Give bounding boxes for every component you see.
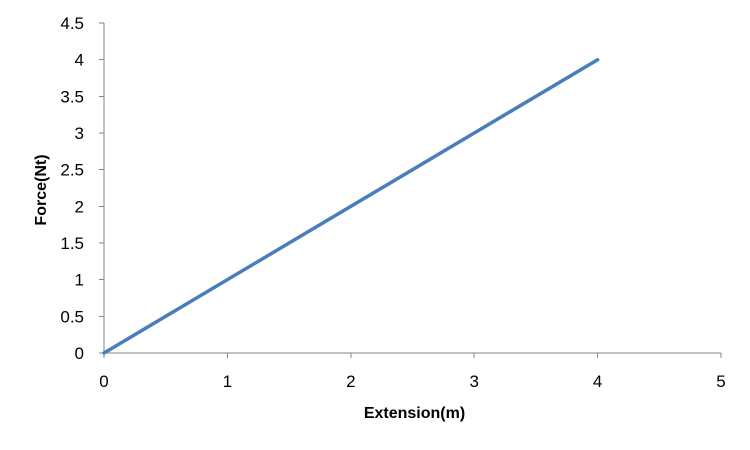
y-axis-title: Force(Nt) — [33, 154, 50, 225]
x-tick-label: 3 — [469, 372, 478, 391]
x-tick-label: 5 — [716, 372, 725, 391]
y-tick-label: 3 — [75, 124, 84, 143]
series-line-0 — [102, 57, 600, 355]
y-tick-label: 0 — [75, 344, 84, 363]
y-tick-label: 3.5 — [60, 87, 84, 106]
y-axis-ticks: 0 0.5 1 1.5 2 2.5 3 3.5 4 4.5 — [60, 14, 104, 363]
series-layer — [102, 57, 600, 355]
x-axis-title: Extension(m) — [364, 405, 465, 422]
x-tick-label: 4 — [593, 372, 602, 391]
x-tick-label: 2 — [346, 372, 355, 391]
y-tick-label: 0.5 — [60, 307, 84, 326]
y-tick-label: 2.5 — [60, 161, 84, 180]
y-tick-label: 2 — [75, 197, 84, 216]
x-tick-label: 0 — [99, 372, 108, 391]
y-tick-label: 4.5 — [60, 14, 84, 33]
x-tick-label: 1 — [223, 372, 232, 391]
y-tick-label: 1.5 — [60, 234, 84, 253]
y-tick-label: 4 — [75, 51, 84, 70]
x-axis-ticks: 0 1 2 3 4 5 — [99, 353, 726, 391]
y-tick-label: 1 — [75, 271, 84, 290]
